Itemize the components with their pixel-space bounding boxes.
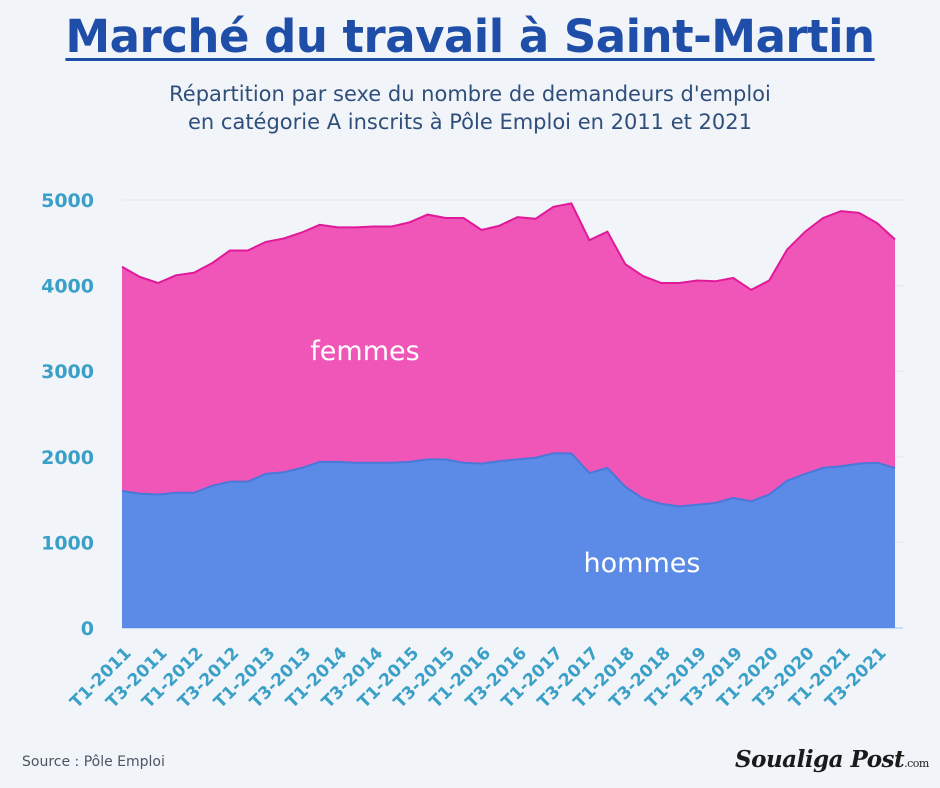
- series-areas: [121, 202, 896, 628]
- femmes-line: [121, 202, 896, 292]
- y-tick-label: 4000: [41, 276, 94, 298]
- x-axis-ticks: T1-2011T3-2011T1-2012T3-2012T1-2013T3-20…: [66, 643, 890, 712]
- chart-title: Marché du travail à Saint-Martin: [65, 10, 875, 63]
- source-note: Source : Pôle Emploi: [22, 754, 165, 770]
- y-axis-ticks: 0 1000 2000 3000 4000 5000: [41, 190, 94, 640]
- hommes-line: [121, 452, 896, 508]
- y-tick-label: 1000: [41, 532, 94, 554]
- series-labels: femmes hommes: [310, 336, 700, 579]
- y-tick-label: 3000: [41, 361, 94, 383]
- brand-logo: Soualiga Post.com: [735, 746, 929, 773]
- subtitle-line-2: en catégorie A inscrits à Pôle Emploi en…: [188, 110, 752, 134]
- chart-subtitle: Répartition par sexe du nombre de demand…: [0, 80, 940, 136]
- hommes-area: [122, 453, 895, 628]
- brand-logo-suffix: .com: [904, 757, 929, 770]
- y-tick-label: 5000: [41, 190, 94, 212]
- femmes-label: femmes: [310, 336, 419, 367]
- subtitle-line-1: Répartition par sexe du nombre de demand…: [169, 82, 771, 106]
- y-tick-label: 2000: [41, 447, 94, 469]
- femmes-area: [122, 203, 895, 507]
- hommes-label: hommes: [584, 548, 701, 579]
- y-tick-label: 0: [81, 618, 94, 640]
- brand-logo-main: Soualiga Post: [735, 746, 905, 773]
